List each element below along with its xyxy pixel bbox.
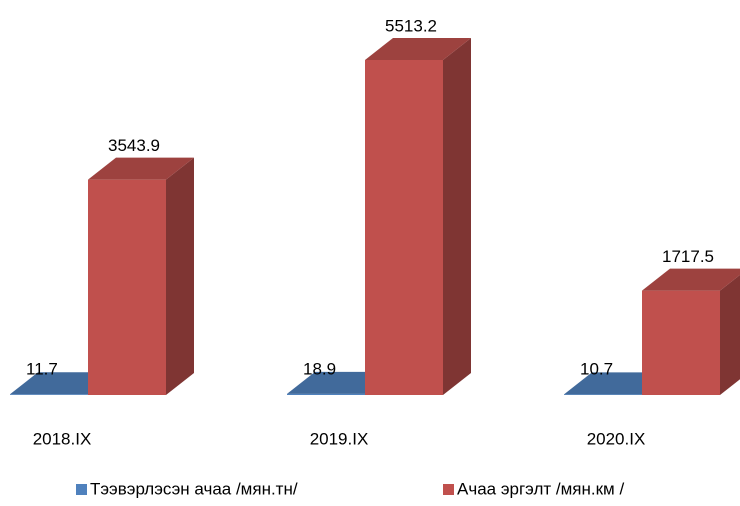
bar-side	[720, 274, 740, 395]
data-label: 5513.2	[385, 16, 437, 35]
bar	[642, 290, 720, 395]
x-tick-label: 2020.IX	[587, 429, 646, 448]
legend-label: Тээвэрлэсэн ачаа /мян.тн/	[90, 479, 298, 498]
x-tick-label: 2019.IX	[310, 429, 369, 448]
legend-swatch	[76, 484, 87, 495]
x-tick-label: 2018.IX	[33, 429, 92, 448]
data-label: 18.9	[303, 359, 336, 378]
bar	[88, 179, 166, 395]
data-label: 11.7	[26, 359, 58, 378]
bar	[564, 394, 642, 395]
bar-top	[642, 268, 740, 291]
data-label: 1717.5	[662, 247, 714, 266]
legend-label: Ачаа эргэлт /мян.км /	[457, 479, 624, 498]
data-label: 3543.9	[108, 136, 160, 155]
bar-side	[443, 38, 471, 395]
bar-side	[166, 157, 194, 395]
data-label: 10.7	[580, 359, 613, 378]
bar	[10, 394, 88, 395]
legend-swatch	[443, 484, 454, 495]
bar	[365, 60, 443, 395]
bar	[287, 393, 365, 395]
bar-top	[88, 157, 194, 180]
bar-top	[365, 38, 471, 60]
